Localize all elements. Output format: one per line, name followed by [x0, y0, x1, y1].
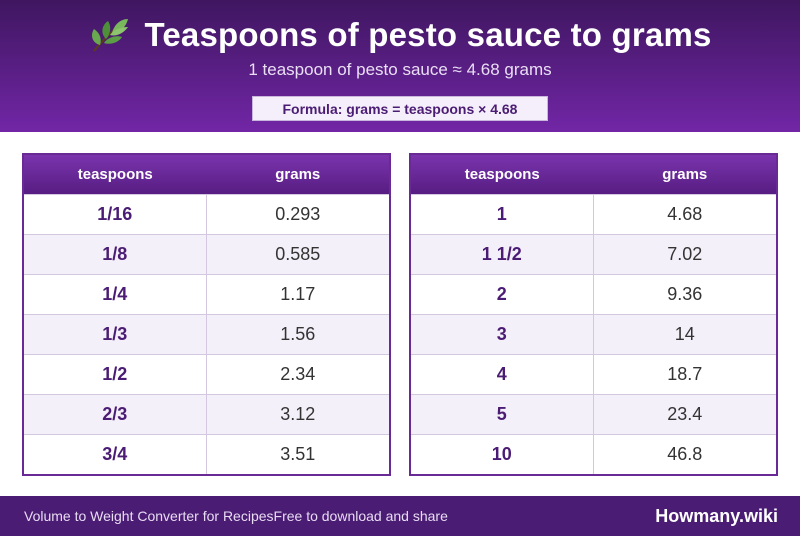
table-row: 3/4 3.51	[24, 434, 389, 474]
teaspoons-cell: 1/16	[24, 195, 207, 234]
table-row: 1/8 0.585	[24, 234, 389, 274]
grams-cell: 4.68	[667, 204, 703, 224]
formula-box: Formula: grams = teaspoons × 4.68	[252, 96, 548, 121]
table-row: 1/3 1.56	[24, 314, 389, 354]
page-title: Teaspoons of pesto sauce to grams	[144, 16, 712, 53]
teaspoons-cell: 1 1/2	[411, 235, 594, 274]
grams-cell: 3.12	[280, 404, 316, 424]
brand-link[interactable]: Howmany.wiki	[655, 505, 778, 526]
table-row: 3 14	[411, 314, 776, 354]
conversion-subtitle: 1 teaspoon of pesto sauce ≈ 4.68 grams	[248, 60, 552, 79]
grams-cell: 7.02	[667, 244, 703, 264]
grams-cell: 23.4	[667, 404, 703, 424]
grams-cell: 18.7	[667, 364, 703, 384]
teaspoons-cell: 1/4	[24, 275, 207, 314]
column-header-grams: grams	[275, 166, 321, 183]
column-header-teaspoons: teaspoons	[464, 166, 540, 183]
table-row: 1/4 1.17	[24, 274, 389, 314]
table-row: 1/2 2.34	[24, 354, 389, 394]
grams-cell: 2.34	[280, 364, 316, 384]
teaspoons-cell: 3	[411, 315, 594, 354]
table-row: 1/16 0.293	[24, 194, 389, 234]
teaspoons-cell: 10	[411, 435, 594, 474]
grams-cell: 3.51	[280, 444, 316, 464]
column-header-grams: grams	[662, 166, 708, 183]
teaspoons-cell: 1/8	[24, 235, 207, 274]
herb-leaf-icon	[92, 19, 129, 52]
grams-cell: 1.56	[280, 324, 316, 344]
teaspoons-cell: 4	[411, 355, 594, 394]
table-row: 10 46.8	[411, 434, 776, 474]
teaspoons-cell: 1	[411, 195, 594, 234]
title-row: Teaspoons of pesto sauce to grams	[0, 12, 800, 58]
teaspoons-cell: 2	[411, 275, 594, 314]
conversion-table-small: teaspoons grams 1/16 0.293 1/8 0.585 1/4 1.…	[22, 153, 391, 476]
grams-cell: 9.36	[667, 284, 703, 304]
table-row: 2/3 3.12	[24, 394, 389, 434]
grams-cell: 0.293	[275, 204, 321, 224]
table-row: 4 18.7	[411, 354, 776, 394]
teaspoons-cell: 1/3	[24, 315, 207, 354]
table-row: 2 9.36	[411, 274, 776, 314]
column-header-teaspoons: teaspoons	[77, 166, 153, 183]
grams-cell: 14	[674, 324, 695, 344]
teaspoons-cell: 5	[411, 395, 594, 434]
header-banner: Teaspoons of pesto sauce to grams 1 teas…	[0, 0, 800, 132]
table-row: 1 1/2 7.02	[411, 234, 776, 274]
table-row: 5 23.4	[411, 394, 776, 434]
footer-description: Volume to Weight Converter for RecipesFr…	[24, 508, 448, 524]
grams-cell: 1.17	[280, 284, 316, 304]
table-header: teaspoons grams	[24, 155, 389, 194]
grams-cell: 46.8	[667, 444, 703, 464]
table-row: 1 4.68	[411, 194, 776, 234]
footer-bar: Volume to Weight Converter for RecipesFr…	[0, 496, 800, 536]
table-header: teaspoons grams	[411, 155, 776, 194]
teaspoons-cell: 2/3	[24, 395, 207, 434]
teaspoons-cell: 1/2	[24, 355, 207, 394]
grams-cell: 0.585	[275, 244, 321, 264]
teaspoons-cell: 3/4	[24, 435, 207, 474]
